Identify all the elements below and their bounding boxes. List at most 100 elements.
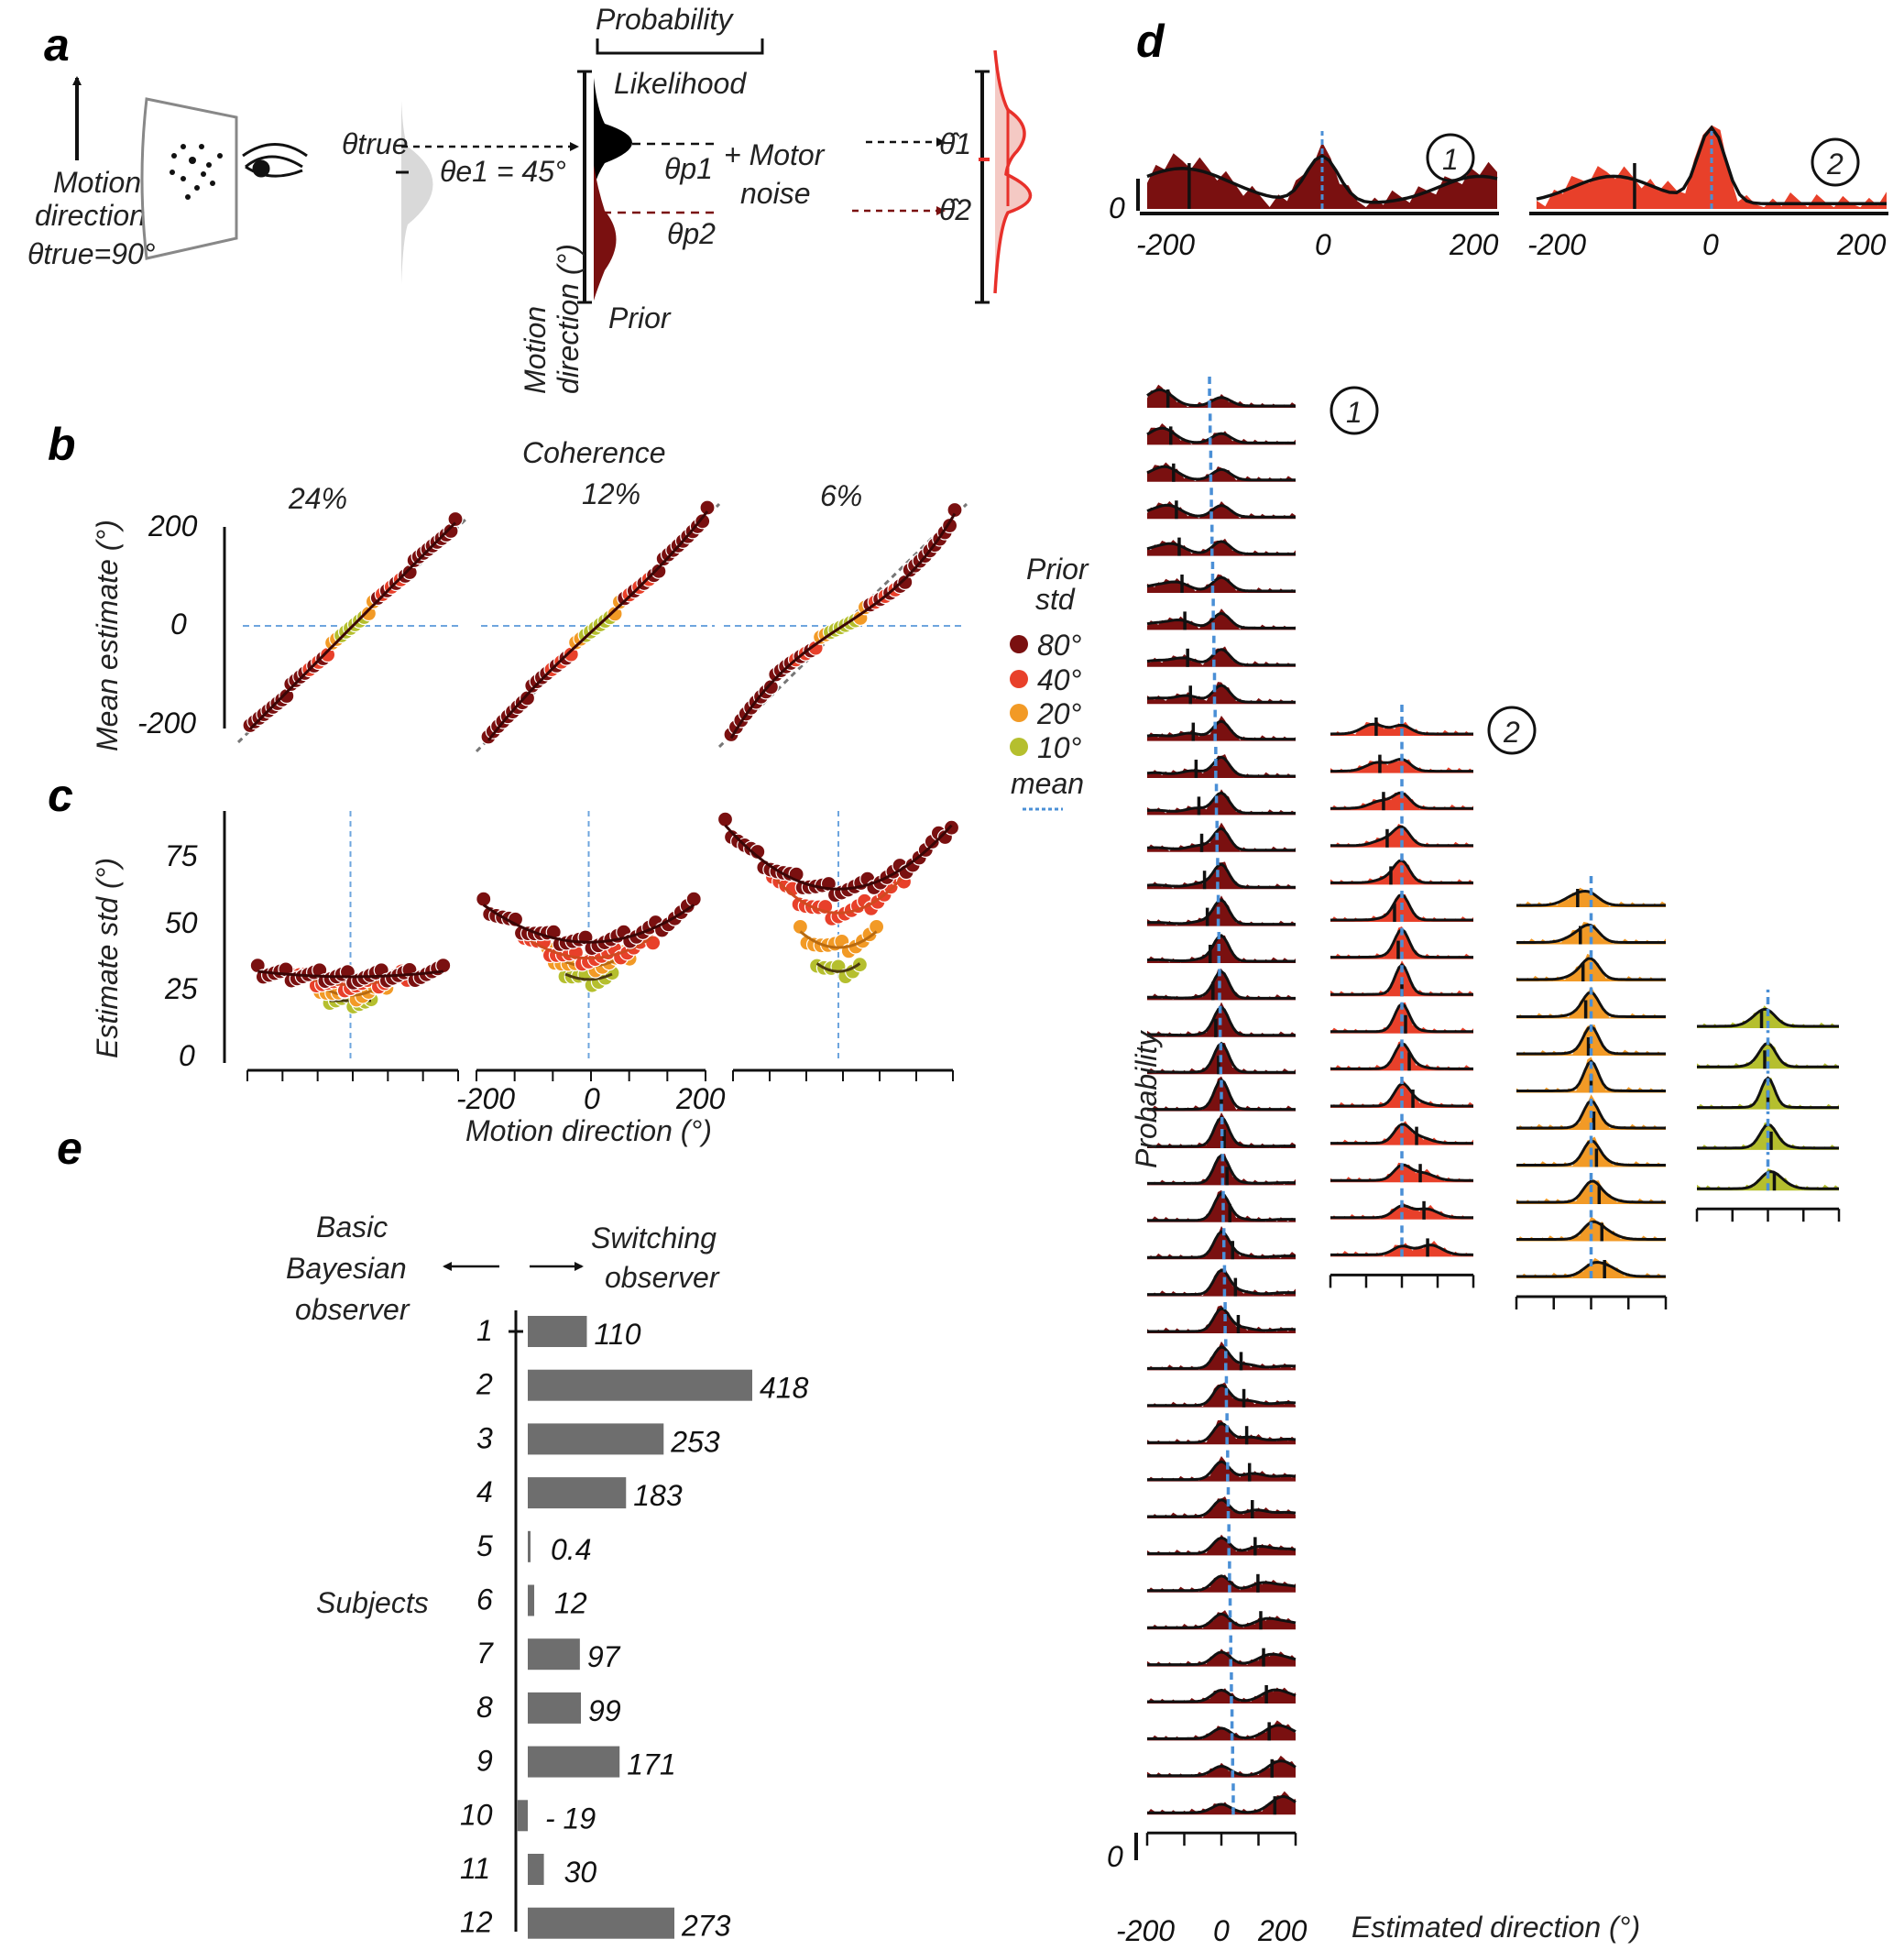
fit-s0-r24 — [1147, 1268, 1297, 1297]
coherence-6: 6% — [820, 479, 862, 512]
subject-label-3: 3 — [476, 1421, 493, 1454]
fit-s0-r32 — [1147, 1574, 1297, 1593]
fit-s0-r23 — [1147, 1230, 1297, 1259]
value-label-5: 0.4 — [551, 1533, 591, 1566]
legend-item-20: 20° — [1036, 697, 1082, 730]
subjects-label: Subjects — [316, 1586, 429, 1619]
motor-noise-1: + Motor — [724, 138, 826, 171]
legend-title-2: std — [1035, 583, 1076, 616]
hist-s0-r31 — [1147, 1534, 1296, 1556]
panel-c-xlabel: Motion direction (°) — [465, 1114, 712, 1147]
panel-c-ytick-75: 75 — [165, 839, 198, 872]
legend-mean: mean — [1011, 767, 1084, 800]
fit-s0-r8 — [1146, 684, 1296, 704]
legend-swatch-40 — [1010, 670, 1028, 688]
fit-curve-b1 — [487, 510, 709, 741]
panel-b-ytick-0: 0 — [170, 608, 187, 641]
hist-s0-r12 — [1147, 822, 1296, 852]
legend-item-10: 10° — [1037, 731, 1082, 764]
basic-label-1: Basic — [316, 1211, 388, 1243]
d-top2-xtick-200: 200 — [1836, 228, 1887, 261]
coherence-title: Coherence — [522, 436, 666, 469]
panel-d-top-histograms — [1136, 125, 1888, 215]
panel-e-label: e — [57, 1123, 82, 1174]
bar-subject-10 — [517, 1800, 528, 1832]
theta-hat-2: θ̂2 — [939, 193, 971, 226]
sample-distribution — [401, 101, 433, 284]
panel-b-ylabel: Mean estimate (°) — [91, 520, 124, 751]
d-bottom-xtick-0: 0 — [1213, 1914, 1230, 1947]
fit-s0-r16 — [1146, 970, 1296, 1000]
random-dots-icon — [170, 144, 223, 200]
likelihood-label: Likelihood — [614, 67, 747, 100]
hist-s0-r35 — [1147, 1687, 1296, 1704]
fit-s0-r4 — [1146, 540, 1296, 556]
hist-s0-r26 — [1147, 1341, 1296, 1371]
fit-s2-r5 — [1516, 1059, 1666, 1092]
panel-b-ytick-200: 200 — [148, 509, 198, 542]
hist-s0-r7 — [1147, 646, 1296, 667]
value-label-4: 183 — [633, 1479, 683, 1512]
legend-swatch-20 — [1010, 704, 1028, 722]
bar-subject-9 — [528, 1746, 620, 1778]
point-b0-45 — [447, 510, 464, 528]
hist-s0-r4 — [1147, 538, 1296, 556]
hist-s0-r30 — [1147, 1496, 1296, 1518]
panel-c-xtick-0: 0 — [584, 1082, 600, 1115]
hist-s3-r4 — [1697, 1168, 1839, 1191]
panel-d-xlabel: Estimated direction (°) — [1351, 1911, 1640, 1944]
motion-label-1: Motion — [53, 166, 141, 199]
panel-b-label: b — [48, 419, 76, 470]
legend-item-80: 80° — [1037, 629, 1082, 662]
fit-s0-r27 — [1147, 1384, 1297, 1408]
d-top1-xtick-200: 200 — [1449, 228, 1499, 261]
fit-s0-r9 — [1146, 719, 1296, 741]
value-label-2: 418 — [760, 1372, 809, 1405]
fit-s0-r12 — [1146, 827, 1296, 852]
legend-swatch-10 — [1010, 738, 1028, 756]
hist-s1-r1 — [1330, 756, 1473, 773]
fit-curve-b2 — [729, 512, 957, 739]
panel-c-label: c — [48, 770, 73, 821]
marker-1-circle — [1330, 386, 1379, 435]
hist-s0-r34 — [1147, 1649, 1296, 1667]
fit-s0-r35 — [1147, 1688, 1297, 1704]
marker-2-top: 2 — [1826, 148, 1844, 181]
bar-subject-5 — [528, 1530, 531, 1562]
fit-s0-r38 — [1147, 1794, 1297, 1814]
probability-bracket — [596, 38, 764, 55]
d-top1-xtick-neg200: -200 — [1136, 228, 1195, 261]
point-b1-45 — [699, 499, 716, 516]
subject-label-6: 6 — [476, 1583, 493, 1616]
panel-c-ytick-0: 0 — [179, 1039, 195, 1072]
fit-s0-r2 — [1146, 465, 1296, 482]
bar-subject-6 — [528, 1584, 535, 1616]
subject-label-12: 12 — [460, 1906, 493, 1939]
coherence-12: 12% — [582, 477, 640, 510]
fit-curve-c2-0 — [724, 824, 953, 891]
fit-s0-r3 — [1146, 503, 1296, 519]
axis-label-1: Motion — [519, 306, 552, 394]
eye-icon — [242, 143, 308, 178]
bar-subject-12 — [528, 1907, 675, 1939]
subject-label-9: 9 — [476, 1745, 493, 1778]
bar-subject-7 — [528, 1638, 580, 1671]
fit-s1-r14 — [1330, 1243, 1474, 1256]
hist-s1-r14 — [1330, 1241, 1473, 1257]
hist-s2-r1 — [1516, 922, 1666, 945]
value-label-8: 99 — [588, 1694, 621, 1727]
fit-s1-r7 — [1330, 962, 1473, 996]
panel-d-label: d — [1136, 16, 1165, 67]
legend-item-40: 40° — [1037, 663, 1082, 696]
fit-s0-r26 — [1147, 1345, 1297, 1370]
fit-s0-r30 — [1147, 1498, 1297, 1518]
fit-s2-r8 — [1516, 1179, 1666, 1204]
panel-b-plots — [236, 499, 968, 753]
hist-s0-r23 — [1147, 1226, 1296, 1260]
bar-subject-11 — [528, 1854, 544, 1885]
display-screen-icon — [140, 97, 238, 260]
subject-label-11: 11 — [460, 1852, 490, 1885]
fit-s0-r29 — [1147, 1460, 1297, 1482]
theta-hat-1: θ̂1 — [939, 127, 971, 160]
subject-label-8: 8 — [476, 1691, 493, 1724]
